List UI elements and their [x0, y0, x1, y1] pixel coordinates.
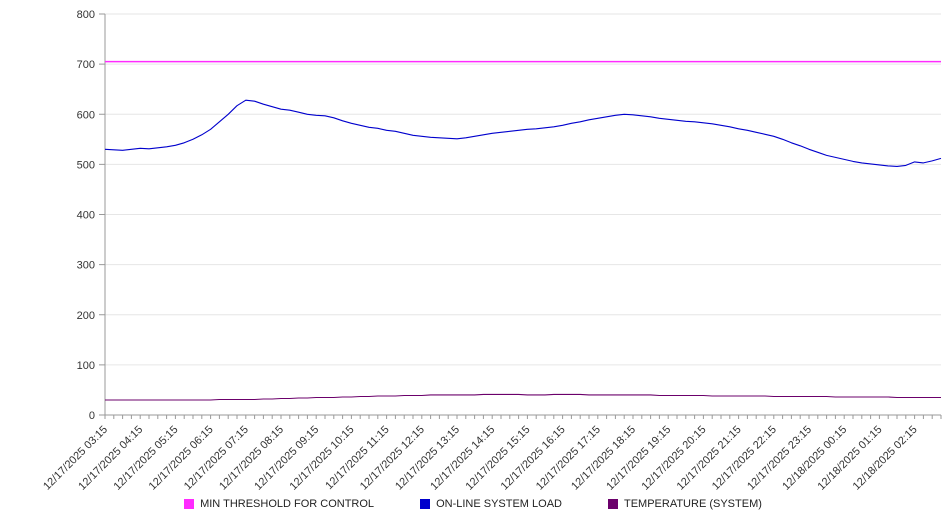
svg-text:300: 300 — [77, 260, 95, 272]
svg-text:12/17/2025 18:15: 12/17/2025 18:15 — [569, 424, 638, 493]
svg-text:800: 800 — [77, 9, 95, 21]
svg-text:200: 200 — [77, 310, 95, 322]
line-chart: 0 100 200 300 400 500 600 700 800 12/17/2025 03:1… — [41, 9, 942, 493]
svg-text:100: 100 — [77, 360, 95, 372]
svg-text:12/17/2025 05:15: 12/17/2025 05:15 — [111, 424, 180, 493]
svg-text:700: 700 — [77, 59, 95, 71]
svg-text:12/17/2025 17:15: 12/17/2025 17:15 — [534, 424, 603, 493]
svg-text:12/18/2025 02:15: 12/18/2025 02:15 — [851, 424, 920, 493]
svg-text:12/17/2025 09:15: 12/17/2025 09:15 — [252, 424, 321, 493]
svg-text:12/18/2025 00:15: 12/18/2025 00:15 — [780, 424, 849, 493]
legend-swatch — [184, 499, 195, 509]
legend-swatch — [607, 499, 618, 509]
svg-text:12/17/2025 21:15: 12/17/2025 21:15 — [675, 424, 744, 493]
svg-text:12/17/2025 20:15: 12/17/2025 20:15 — [639, 424, 708, 493]
svg-text:12/17/2025 11:15: 12/17/2025 11:15 — [323, 424, 391, 492]
svg-text:0: 0 — [89, 410, 95, 422]
svg-text:12/17/2025 03:15: 12/17/2025 03:15 — [41, 424, 110, 493]
svg-text:12/17/2025 08:15: 12/17/2025 08:15 — [217, 424, 286, 493]
legend-label: TEMPERATURE (SYSTEM) — [623, 498, 762, 510]
svg-text:12/17/2025 15:15: 12/17/2025 15:15 — [463, 424, 532, 493]
legend-item-min-threshold: MIN THRESHOLD FOR CONTROL — [184, 498, 374, 510]
svg-text:12/17/2025 12:15: 12/17/2025 12:15 — [358, 424, 427, 493]
svg-text:12/17/2025 04:15: 12/17/2025 04:15 — [76, 424, 145, 493]
svg-text:600: 600 — [77, 109, 95, 121]
svg-text:12/17/2025 16:15: 12/17/2025 16:15 — [499, 424, 568, 493]
svg-text:12/17/2025 19:15: 12/17/2025 19:15 — [604, 424, 673, 493]
svg-text:12/17/2025 14:15: 12/17/2025 14:15 — [428, 424, 497, 493]
legend-label: MIN THRESHOLD FOR CONTROL — [200, 498, 375, 510]
svg-text:400: 400 — [77, 210, 95, 222]
svg-text:12/17/2025 07:15: 12/17/2025 07:15 — [182, 424, 251, 493]
svg-text:12/17/2025 23:15: 12/17/2025 23:15 — [745, 424, 814, 493]
svg-text:12/17/2025 13:15: 12/17/2025 13:15 — [393, 424, 462, 493]
chart-legend: MIN THRESHOLD FOR CONTROL ON-LINE SYSTEM… — [0, 498, 946, 510]
legend-item-temperature: TEMPERATURE (SYSTEM) — [607, 498, 762, 510]
svg-text:12/17/2025 22:15: 12/17/2025 22:15 — [710, 424, 779, 493]
svg-text:12/17/2025 10:15: 12/17/2025 10:15 — [287, 424, 356, 493]
legend-item-system-load: ON-LINE SYSTEM LOAD — [420, 498, 562, 510]
svg-text:12/18/2025 01:15: 12/18/2025 01:15 — [815, 424, 884, 493]
legend-swatch — [420, 499, 431, 509]
legend-label: ON-LINE SYSTEM LOAD — [436, 498, 562, 510]
svg-text:12/17/2025 06:15: 12/17/2025 06:15 — [147, 424, 216, 493]
svg-text:500: 500 — [77, 159, 95, 171]
